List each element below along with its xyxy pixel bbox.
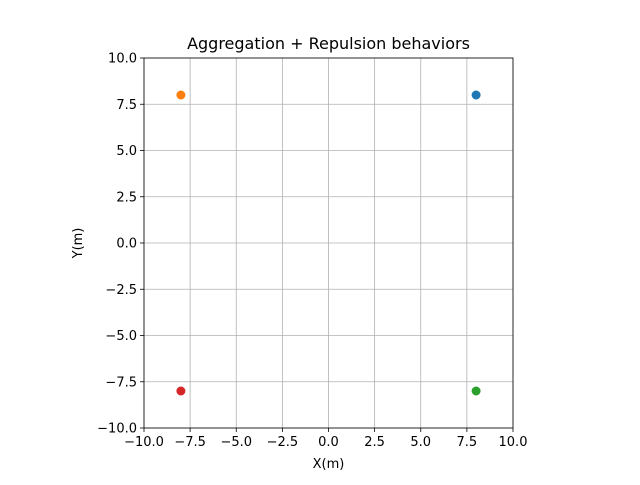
y-tick-label: −10.0 — [97, 422, 137, 437]
x-tick-label: 5.0 — [410, 435, 431, 450]
data-point-2 — [176, 90, 186, 100]
y-tick-label: −2.5 — [105, 283, 137, 298]
y-tick-label: 5.0 — [116, 144, 137, 159]
data-point-4 — [176, 386, 186, 396]
x-tick-label: 2.5 — [364, 435, 385, 450]
x-tick-label: 0.0 — [318, 435, 339, 450]
y-tick-label: 2.5 — [116, 190, 137, 205]
x-tick-label: −10.0 — [124, 435, 164, 450]
x-tick-label: −7.5 — [174, 435, 206, 450]
x-tick-label: 10.0 — [499, 435, 528, 450]
plot-frame — [143, 57, 514, 429]
y-tick-label: 7.5 — [116, 98, 137, 113]
y-axis-label: Y(m) — [71, 228, 86, 260]
data-point-1 — [471, 90, 481, 100]
data-point-3 — [471, 386, 481, 396]
x-tick-label: −2.5 — [267, 435, 299, 450]
chart-title: Aggregation + Repulsion behaviors — [187, 34, 470, 53]
x-tick-label: 7.5 — [457, 435, 478, 450]
y-tick-label: −5.0 — [105, 329, 137, 344]
ticks: −10.0 −7.5 −5.0 −2.5 0.0 2.5 5.0 7.5 10.0 −10.0 −7… — [97, 52, 527, 451]
data-points — [176, 90, 481, 396]
y-tick-label: 10.0 — [108, 52, 137, 67]
x-axis-label: X(m) — [313, 457, 345, 472]
y-tick-label: 0.0 — [116, 237, 137, 252]
x-tick-label: −5.0 — [220, 435, 252, 450]
y-tick-label: −7.5 — [105, 375, 137, 390]
